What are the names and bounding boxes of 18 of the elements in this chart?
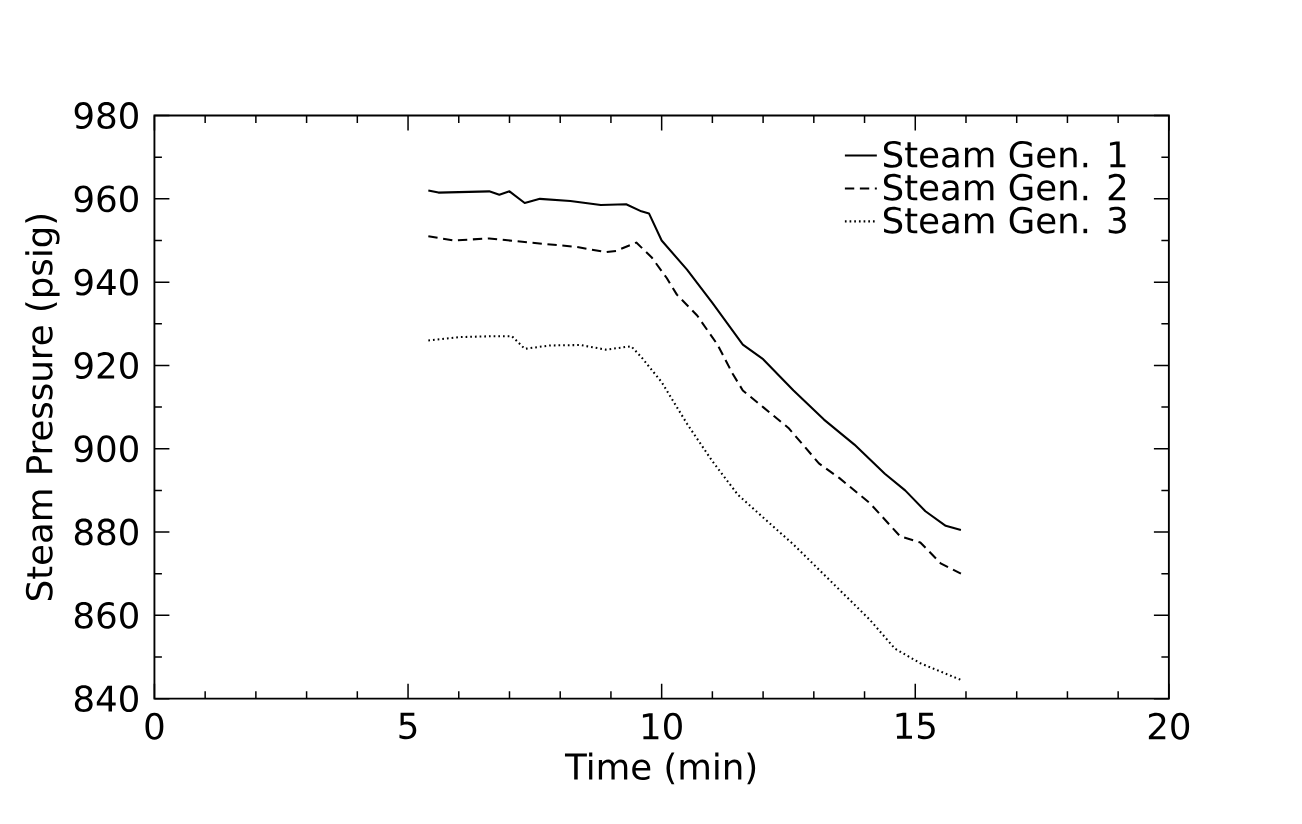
y-tick-label: 960: [74, 185, 138, 213]
legend-label: Steam Gen. 2: [883, 173, 1126, 201]
y-tick-label: 980: [74, 102, 138, 130]
x-tick-label: 15: [896, 712, 935, 740]
x-tick-label: 10: [642, 712, 682, 740]
x-tick-label: 5: [399, 712, 417, 740]
x-tick-label: 20: [1148, 712, 1190, 740]
x-tick-label: 0: [145, 712, 164, 740]
y-tick-label: 920: [74, 352, 138, 379]
y-axis-title: Steam Pressure (psig): [25, 215, 60, 601]
y-tick-label: 940: [74, 268, 138, 296]
legend-label: Steam Gen. 1: [883, 141, 1126, 168]
legend-label: Steam Gen. 3: [883, 206, 1126, 234]
y-tick-label: 900: [74, 435, 138, 463]
y-tick-label: 860: [74, 602, 138, 629]
x-axis-title: Time (min): [564, 752, 756, 785]
y-tick-label: 840: [74, 685, 138, 713]
y-tick-label: 880: [74, 518, 138, 546]
